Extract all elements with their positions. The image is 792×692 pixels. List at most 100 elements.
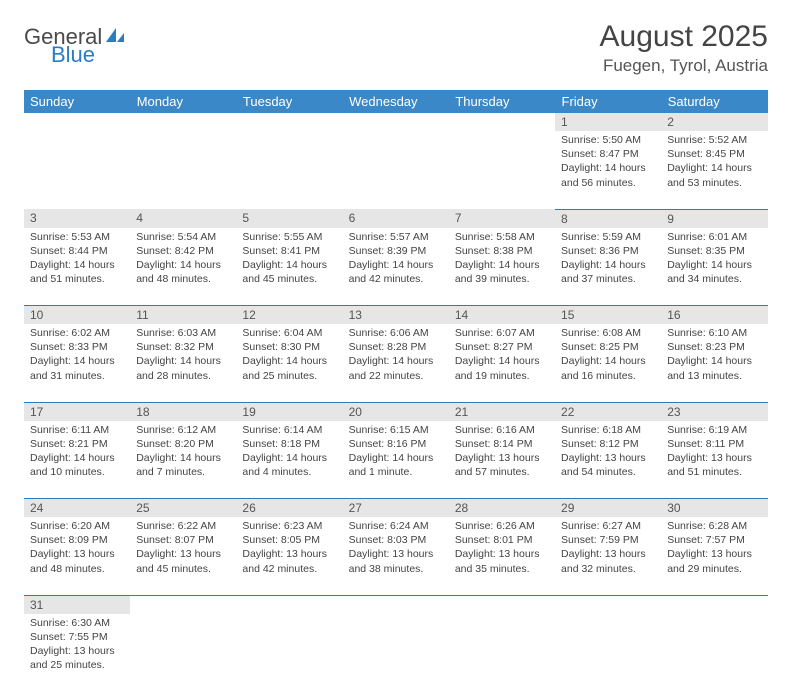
sunrise-line: Sunrise: 5:54 AM	[136, 231, 216, 243]
day-details-cell	[130, 614, 236, 692]
sunrise-line: Sunrise: 5:58 AM	[455, 231, 535, 243]
sunrise-line: Sunrise: 6:26 AM	[455, 520, 535, 532]
day-details: Sunrise: 6:04 AMSunset: 8:30 PMDaylight:…	[236, 324, 342, 387]
daylight-line: Daylight: 13 hours and 29 minutes.	[667, 548, 752, 574]
sunset-line: Sunset: 8:07 PM	[136, 534, 214, 546]
sunrise-line: Sunrise: 6:30 AM	[30, 617, 110, 629]
weekday-header: Thursday	[449, 90, 555, 113]
day-details: Sunrise: 6:24 AMSunset: 8:03 PMDaylight:…	[343, 517, 449, 580]
daylight-line: Daylight: 14 hours and 42 minutes.	[349, 259, 434, 285]
day-number-cell: 30	[661, 499, 767, 518]
daylight-line: Daylight: 13 hours and 32 minutes.	[561, 548, 646, 574]
sunset-line: Sunset: 8:09 PM	[30, 534, 108, 546]
sunset-line: Sunset: 8:30 PM	[242, 341, 320, 353]
day-details-cell: Sunrise: 6:07 AMSunset: 8:27 PMDaylight:…	[449, 324, 555, 402]
sunrise-line: Sunrise: 6:15 AM	[349, 424, 429, 436]
day-details-cell: Sunrise: 6:30 AMSunset: 7:55 PMDaylight:…	[24, 614, 130, 692]
calendar-table: Sunday Monday Tuesday Wednesday Thursday…	[24, 90, 768, 692]
day-details-cell	[449, 614, 555, 692]
day-details: Sunrise: 5:58 AM Sunset: 8:38 PM Daylight:…	[449, 228, 555, 291]
sunset-line: Sunset: 8:32 PM	[136, 341, 214, 353]
sunrise-line: Sunrise: 6:16 AM	[455, 424, 535, 436]
sunrise-line: Sunrise: 5:53 AM	[30, 231, 110, 243]
sunrise-line: Sunrise: 6:20 AM	[30, 520, 110, 532]
sunset-line: Sunset: 8:18 PM	[242, 438, 320, 450]
day-details-cell: Sunrise: 6:14 AMSunset: 8:18 PMDaylight:…	[236, 421, 342, 499]
day-details: Sunrise: 6:23 AMSunset: 8:05 PMDaylight:…	[236, 517, 342, 580]
sunset-line: Sunset: 8:38 PM	[455, 245, 533, 257]
day-number-cell: 21	[449, 402, 555, 421]
sunset-line: Sunset: 7:55 PM	[30, 631, 108, 643]
day-number-cell: 2	[661, 113, 767, 131]
day-details: Sunrise: 5:59 AMSunset: 8:36 PMDaylight:…	[555, 228, 661, 291]
daylight-line: Daylight: 14 hours and 4 minutes.	[242, 452, 327, 478]
daylight-line: Daylight: 13 hours and 45 minutes.	[136, 548, 221, 574]
day-details-cell: Sunrise: 6:03 AMSunset: 8:32 PMDaylight:…	[130, 324, 236, 402]
sunrise-line: Sunrise: 6:08 AM	[561, 327, 641, 339]
day-details-cell: Sunrise: 6:08 AMSunset: 8:25 PMDaylight:…	[555, 324, 661, 402]
sunset-line: Sunset: 8:14 PM	[455, 438, 533, 450]
day-number-cell	[661, 595, 767, 614]
day-number-cell: 10	[24, 306, 130, 325]
day-number-cell	[130, 113, 236, 131]
day-number-cell: 5	[236, 209, 342, 228]
day-details-cell: Sunrise: 6:24 AMSunset: 8:03 PMDaylight:…	[343, 517, 449, 595]
day-details-cell: Sunrise: 6:10 AMSunset: 8:23 PMDaylight:…	[661, 324, 767, 402]
day-details: Sunrise: 5:57 AMSunset: 8:39 PMDaylight:…	[343, 228, 449, 291]
sunset-line: Sunset: 8:42 PM	[136, 245, 214, 257]
day-details-cell: Sunrise: 6:12 AMSunset: 8:20 PMDaylight:…	[130, 421, 236, 499]
weekday-header: Sunday	[24, 90, 130, 113]
location: Fuegen, Tyrol, Austria	[600, 56, 768, 76]
day-number-cell: 31	[24, 595, 130, 614]
day-number-cell: 23	[661, 402, 767, 421]
sunrise-line: Sunrise: 6:11 AM	[30, 424, 109, 436]
sunset-line: Sunset: 8:39 PM	[349, 245, 427, 257]
weekday-header-row: Sunday Monday Tuesday Wednesday Thursday…	[24, 90, 768, 113]
sunset-line: Sunset: 8:47 PM	[561, 148, 639, 160]
day-details-cell	[343, 614, 449, 692]
daylight-line: Daylight: 14 hours and 39 minutes.	[455, 259, 540, 285]
sunrise-line: Sunrise: 5:55 AM	[242, 231, 322, 243]
sunrise-line: Sunrise: 5:50 AM	[561, 134, 641, 146]
day-number-cell	[449, 113, 555, 131]
day-number-cell: 11	[130, 306, 236, 325]
day-details-cell	[555, 614, 661, 692]
sunrise-line: Sunrise: 6:22 AM	[136, 520, 216, 532]
day-details-cell: Sunrise: 6:01 AMSunset: 8:35 PMDaylight:…	[661, 228, 767, 306]
day-details-cell	[236, 614, 342, 692]
day-details-cell: Sunrise: 6:15 AMSunset: 8:16 PMDaylight:…	[343, 421, 449, 499]
day-number-cell	[130, 595, 236, 614]
day-details: Sunrise: 6:27 AMSunset: 7:59 PMDaylight:…	[555, 517, 661, 580]
day-details: Sunrise: 5:53 AMSunset: 8:44 PMDaylight:…	[24, 228, 130, 291]
title-block: August 2025 Fuegen, Tyrol, Austria	[600, 20, 768, 76]
sunrise-line: Sunrise: 6:02 AM	[30, 327, 110, 339]
sunset-line: Sunset: 8:20 PM	[136, 438, 214, 450]
daylight-line: Daylight: 14 hours and 53 minutes.	[667, 162, 752, 188]
sunrise-line: Sunrise: 6:28 AM	[667, 520, 747, 532]
day-details-cell: Sunrise: 6:28 AM Sunset: 7:57 PM Daylight:…	[661, 517, 767, 595]
day-details: Sunrise: 5:55 AMSunset: 8:41 PMDaylight:…	[236, 228, 342, 291]
day-number-cell	[343, 113, 449, 131]
day-details: Sunrise: 6:22 AM Sunset: 8:07 PM Daylight:…	[130, 517, 236, 580]
day-details-cell: Sunrise: 6:16 AMSunset: 8:14 PMDaylight:…	[449, 421, 555, 499]
day-details-cell: Sunrise: 5:50 AMSunset: 8:47 PMDaylight:…	[555, 131, 661, 209]
sunrise-line: Sunrise: 6:10 AM	[667, 327, 747, 339]
sunrise-line: Sunrise: 6:06 AM	[349, 327, 429, 339]
sunset-line: Sunset: 8:45 PM	[667, 148, 745, 160]
day-details-cell: Sunrise: 6:18 AMSunset: 8:12 PMDaylight:…	[555, 421, 661, 499]
day-details: Sunrise: 6:20 AMSunset: 8:09 PMDaylight:…	[24, 517, 130, 580]
day-details-cell: Sunrise: 6:04 AMSunset: 8:30 PMDaylight:…	[236, 324, 342, 402]
daylight-line: Daylight: 14 hours and 10 minutes.	[30, 452, 115, 478]
day-details-cell: Sunrise: 5:59 AMSunset: 8:36 PMDaylight:…	[555, 228, 661, 306]
sunset-line: Sunset: 7:57 PM	[667, 534, 745, 546]
weekday-header: Tuesday	[236, 90, 342, 113]
sunrise-line: Sunrise: 5:59 AM	[561, 231, 641, 243]
day-details-cell: Sunrise: 6:26 AMSunset: 8:01 PMDaylight:…	[449, 517, 555, 595]
day-details-cell	[661, 614, 767, 692]
sunrise-line: Sunrise: 6:07 AM	[455, 327, 535, 339]
day-details-row: Sunrise: 6:02 AMSunset: 8:33 PMDaylight:…	[24, 324, 768, 402]
day-details-row: Sunrise: 6:20 AM Sunset: 8:09 PM Daylight:…	[24, 517, 768, 595]
day-number-cell	[555, 595, 661, 614]
day-details-cell: Sunrise: 6:20 AMSunset: 8:09 PMDaylight:…	[24, 517, 130, 595]
daylight-line: Daylight: 14 hours and 22 minutes.	[349, 355, 434, 381]
